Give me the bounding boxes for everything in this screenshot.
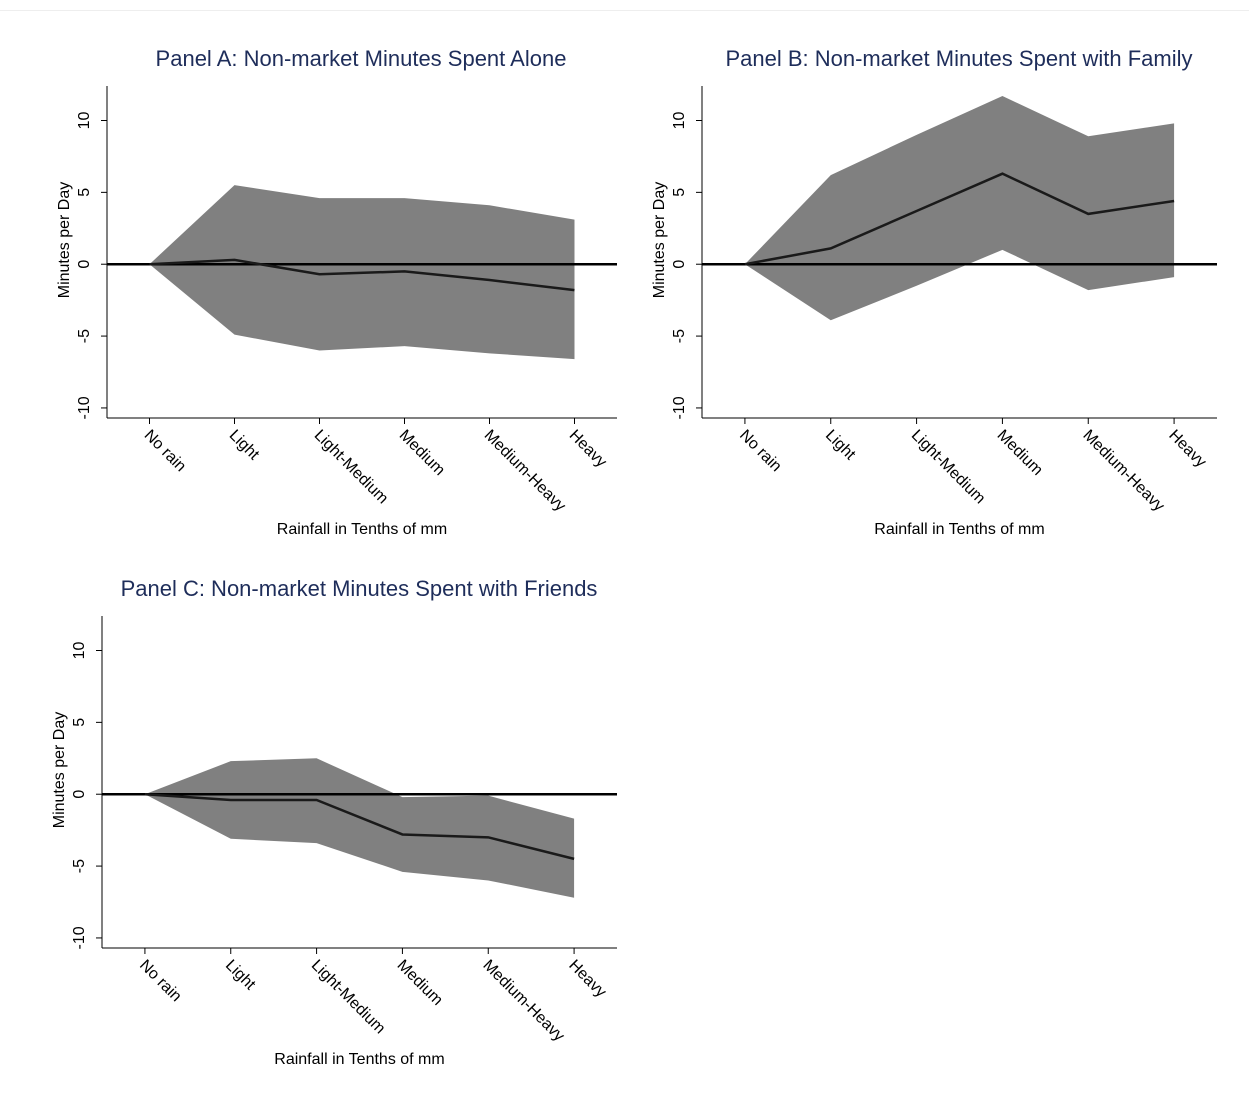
y-tick-label: 0 (71, 790, 88, 799)
panel-title: Panel B: Non-market Minutes Spent with F… (725, 46, 1192, 71)
panel-title: Panel A: Non-market Minutes Spent Alone (156, 46, 567, 71)
x-axis-label: Rainfall in Tenths of mm (874, 521, 1044, 538)
y-axis-label: Minutes per Day (56, 182, 73, 299)
x-axis-label: Rainfall in Tenths of mm (277, 521, 447, 538)
y-tick-label: -10 (71, 926, 88, 949)
y-tick-label: -5 (71, 859, 88, 873)
y-tick-label: 5 (71, 718, 88, 727)
panel-title: Panel C: Non-market Minutes Spent with F… (121, 576, 598, 601)
estimate-line (144, 792, 575, 861)
x-axis-label: Rainfall in Tenths of mm (274, 1051, 444, 1068)
y-tick-label: 10 (671, 111, 688, 129)
y-tick-label: 5 (76, 188, 93, 197)
y-tick-label: 10 (71, 641, 88, 659)
y-tick-label: 0 (671, 260, 688, 269)
y-tick-label: -10 (76, 396, 93, 419)
y-tick-label: 5 (671, 188, 688, 197)
estimate-line (744, 172, 1175, 266)
y-tick-label: -5 (76, 329, 93, 343)
y-axis-label: Minutes per Day (51, 712, 68, 829)
estimate-line (149, 258, 575, 292)
y-tick-label: -5 (671, 329, 688, 343)
y-tick-label: -10 (671, 396, 688, 419)
y-tick-label: 10 (76, 111, 93, 129)
y-tick-label: 0 (76, 260, 93, 269)
y-axis-label: Minutes per Day (651, 182, 668, 299)
